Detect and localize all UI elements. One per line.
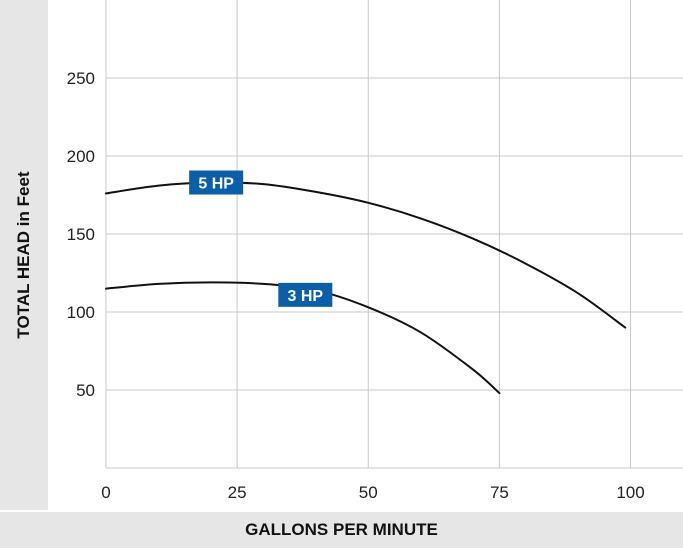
- y-tick-label: 150: [67, 225, 95, 244]
- x-axis-label: GALLONS PER MINUTE: [245, 520, 438, 539]
- series-label-3-hp: 3 HP: [288, 288, 324, 305]
- series-label-badge: [189, 170, 244, 195]
- y-tick-label: 200: [67, 147, 95, 166]
- x-tick-label: 25: [228, 483, 247, 502]
- x-tick-label: 75: [490, 483, 509, 502]
- x-tick-label: 100: [616, 483, 644, 502]
- x-axis-label-band: [0, 512, 683, 548]
- pump-curve-chart: 0 25 50 75 100 50 100 150 200 250 5 HP 3 HP: [67, 0, 683, 502]
- series-label-5-hp: 5 HP: [198, 176, 234, 193]
- x-tick-label: 50: [359, 483, 378, 502]
- series-label-badge: [278, 282, 333, 307]
- y-tick-label: 50: [76, 381, 95, 400]
- y-tick-label: 250: [67, 69, 95, 88]
- x-tick-label: 0: [101, 483, 110, 502]
- y-axis-label-band: [0, 0, 48, 510]
- y-tick-label: 100: [67, 303, 95, 322]
